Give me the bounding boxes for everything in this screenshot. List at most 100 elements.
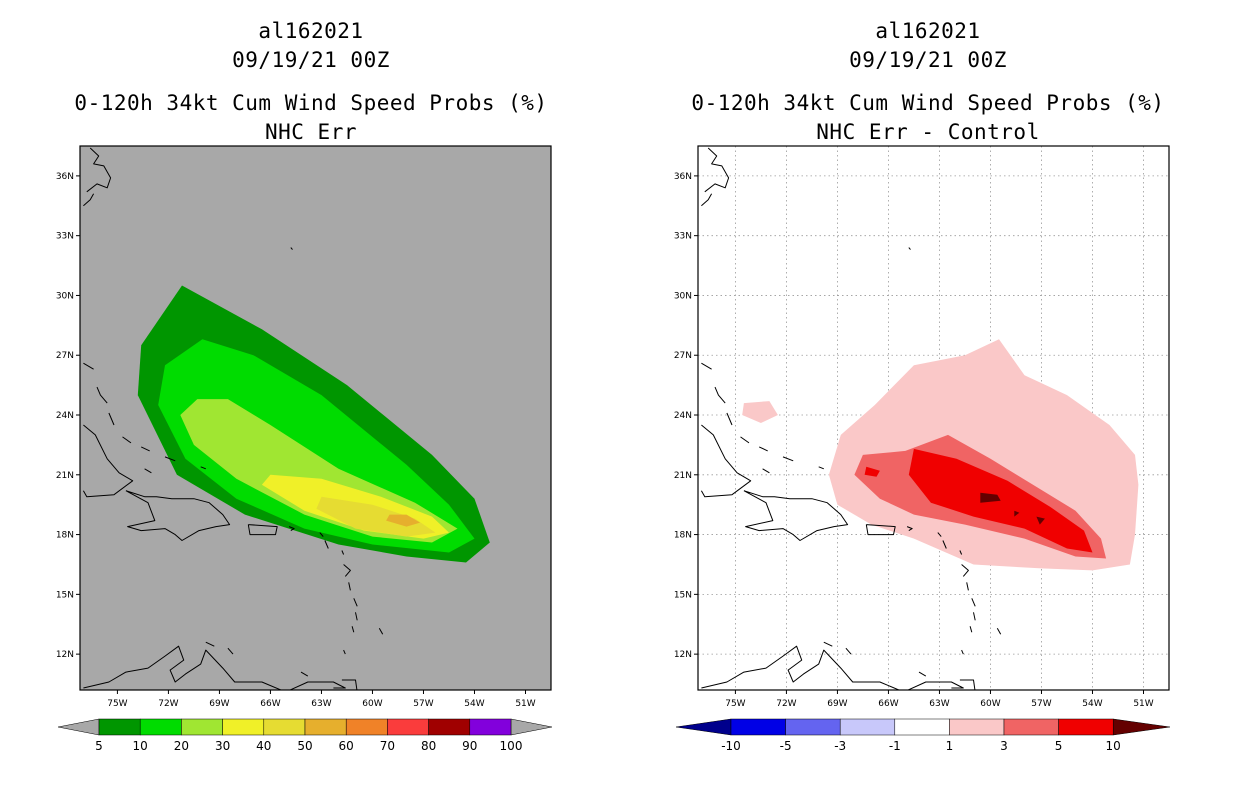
map-frame (79, 145, 552, 691)
x-tick-label: 75W (107, 699, 127, 709)
coastline (86, 147, 112, 193)
y-tick-label: 18N (674, 531, 692, 541)
x-tick-label: 57W (413, 699, 433, 709)
y-tick-label: 33N (56, 232, 74, 242)
y-tick-label: 15N (56, 590, 74, 600)
coastline (353, 598, 358, 607)
contour-40-50 (316, 496, 436, 537)
y-tick-label: 21N (56, 471, 74, 481)
coastline (726, 412, 733, 426)
coastline (823, 641, 833, 647)
coastline (942, 540, 947, 549)
coastline (319, 532, 324, 537)
colorbar-segment (469, 718, 512, 736)
coastline (247, 524, 278, 536)
coastline (966, 582, 969, 591)
coastline (700, 424, 752, 498)
coastline (865, 524, 896, 536)
coastline (701, 362, 712, 370)
coastline (378, 627, 384, 635)
map-frame (697, 145, 1170, 691)
x-tick-label: 51W (1133, 699, 1153, 709)
y-tick-label: 27N (56, 351, 74, 361)
coastline (227, 647, 234, 655)
coastline (83, 645, 346, 690)
coastline (140, 446, 150, 452)
y-tick-label: 18N (56, 531, 74, 541)
coastline (743, 490, 849, 541)
colorbar-segment (1058, 718, 1114, 736)
colorbar-label: 20 (174, 739, 189, 753)
x-tick-label: 75W (725, 699, 745, 709)
colorbar-label: 60 (339, 739, 354, 753)
coastline (108, 412, 115, 426)
x-tick-label: 72W (158, 699, 178, 709)
colorbar-segment (222, 718, 265, 736)
coastline (969, 626, 973, 633)
right-panel-id: al162021 (875, 19, 981, 43)
colorbar-label: 30 (215, 739, 230, 753)
y-tick-label: 24N (674, 411, 692, 421)
coastline (740, 436, 750, 444)
coastline (82, 424, 134, 498)
right-map-panel: 75W 72W 69W 66W 63W 60W 57W 54W 51W 36N 33N 30N 27N 2… (674, 145, 1170, 709)
colorbar-label: -5 (780, 739, 792, 753)
coastline (164, 456, 176, 462)
colorbar-label: 10 (1106, 739, 1121, 753)
contour->10 (1036, 516, 1045, 525)
colorbar-label: 90 (462, 739, 477, 753)
y-tick-label: 30N (56, 291, 74, 301)
colorbar-segment (304, 718, 347, 736)
left-colorbar: 5 10 20 30 40 50 60 70 80 90 100 (57, 718, 553, 753)
coastline (83, 193, 95, 207)
colorbar-high-arrow (1112, 718, 1171, 736)
contour-1-3 (742, 401, 778, 423)
coastline (714, 386, 726, 404)
colorbar-label: -10 (721, 739, 741, 753)
y-tick-label: 27N (674, 351, 692, 361)
colorbar-low-arrow (675, 718, 732, 736)
x-tick-label: 51W (515, 699, 535, 709)
left-panel-title: 0-120h 34kt Cum Wind Speed Probs (%) (74, 91, 548, 115)
x-tick-label: 54W (464, 699, 484, 709)
coastline (959, 550, 963, 555)
contour-50-60 (386, 514, 421, 527)
colorbar-segment (263, 718, 306, 736)
colorbar-segment (387, 718, 429, 736)
y-tick-label: 15N (674, 590, 692, 600)
x-tick-label: 63W (929, 699, 949, 709)
coastline (341, 550, 345, 555)
coastline (200, 466, 206, 470)
colorbar-label: 5 (95, 739, 103, 753)
colorbar-segment (1003, 718, 1059, 736)
y-tick-label: 12N (56, 650, 74, 660)
coastline (144, 468, 152, 474)
coastline (343, 564, 351, 577)
colorbar-segment (894, 718, 950, 736)
coastline (996, 627, 1002, 635)
coastline (906, 526, 913, 532)
left-panel-subtitle: NHC Err (264, 120, 357, 144)
colorbar-label: 40 (256, 739, 271, 753)
coastline (205, 641, 215, 647)
coastline (701, 193, 713, 207)
coastline (341, 679, 358, 690)
colorbar-label: 70 (380, 739, 395, 753)
left-map-panel: 75W 72W 69W 66W 63W 60W 57W 54W 51W 36N 33N 30N 27N 2… (56, 145, 552, 709)
x-tick-label: 54W (1082, 699, 1102, 709)
coastline (762, 468, 770, 474)
colorbar-segment (785, 718, 841, 736)
coastline (351, 626, 355, 633)
colorbar-label: 10 (133, 739, 148, 753)
colorbar-label: -1 (889, 739, 901, 753)
colorbar-label: 5 (1055, 739, 1063, 753)
coastline (704, 147, 730, 193)
y-tick-label: 30N (674, 291, 692, 301)
contour->10 (980, 492, 1001, 503)
x-tick-label: 69W (827, 699, 847, 709)
coastline (937, 532, 942, 537)
coastline (918, 671, 927, 677)
coastline (348, 582, 351, 591)
left-panel-id: al162021 (258, 19, 364, 43)
